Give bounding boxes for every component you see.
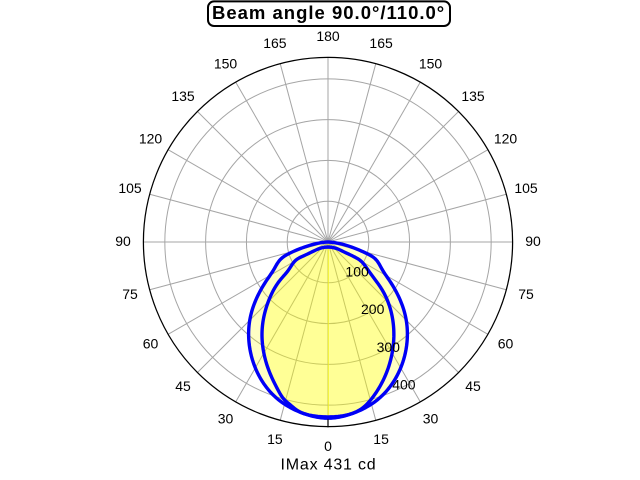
svg-text:135: 135 xyxy=(461,88,485,104)
svg-text:Beam angle 90.0°/110.0°: Beam angle 90.0°/110.0° xyxy=(212,2,445,23)
svg-text:45: 45 xyxy=(465,378,481,394)
svg-text:150: 150 xyxy=(214,56,238,72)
svg-text:165: 165 xyxy=(263,35,287,51)
svg-text:IMax 431 cd: IMax 431 cd xyxy=(281,457,377,474)
svg-text:200: 200 xyxy=(361,301,385,317)
svg-text:30: 30 xyxy=(423,411,439,427)
svg-text:165: 165 xyxy=(369,35,393,51)
svg-text:75: 75 xyxy=(122,286,138,302)
svg-text:120: 120 xyxy=(494,131,518,147)
svg-text:60: 60 xyxy=(143,336,159,352)
svg-text:120: 120 xyxy=(139,131,163,147)
svg-text:105: 105 xyxy=(118,180,142,196)
svg-text:180: 180 xyxy=(316,28,340,44)
svg-text:15: 15 xyxy=(267,431,283,447)
svg-text:15: 15 xyxy=(373,431,389,447)
svg-text:0: 0 xyxy=(324,438,332,454)
svg-text:400: 400 xyxy=(392,377,416,393)
svg-text:150: 150 xyxy=(419,56,443,72)
svg-text:60: 60 xyxy=(498,336,514,352)
svg-text:135: 135 xyxy=(171,88,195,104)
svg-text:90: 90 xyxy=(115,233,131,249)
svg-text:300: 300 xyxy=(377,339,401,355)
svg-text:100: 100 xyxy=(345,263,369,279)
svg-text:45: 45 xyxy=(175,378,191,394)
svg-text:75: 75 xyxy=(518,286,534,302)
svg-text:90: 90 xyxy=(525,233,541,249)
svg-text:105: 105 xyxy=(514,180,538,196)
svg-text:30: 30 xyxy=(218,411,234,427)
